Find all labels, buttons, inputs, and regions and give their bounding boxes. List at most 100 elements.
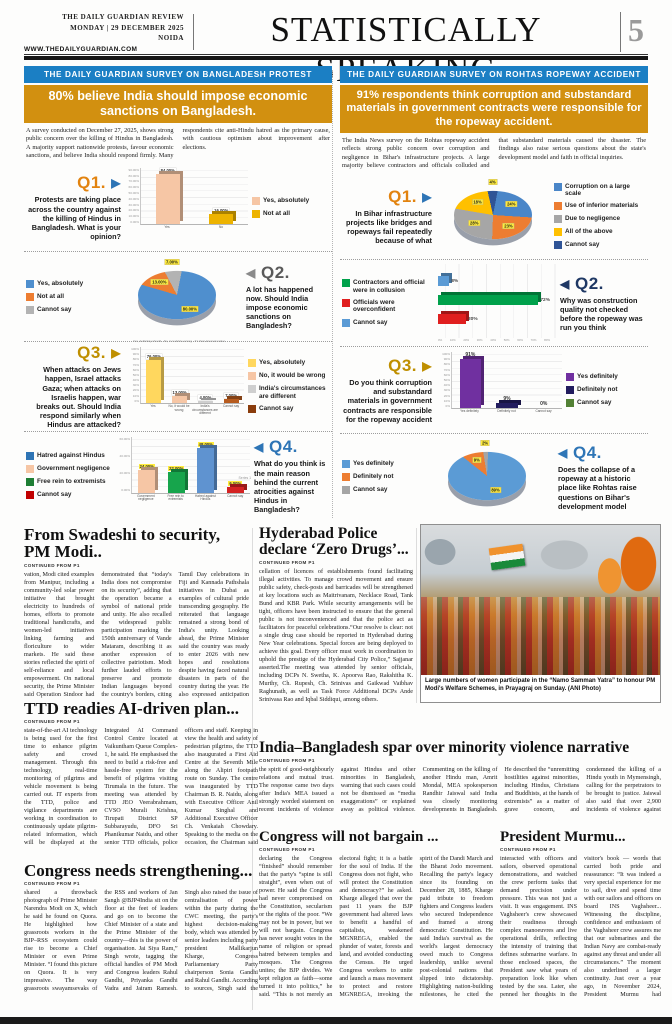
axis-tick: 90% — [132, 352, 139, 357]
legend-swatch — [26, 478, 34, 487]
legend-item: Definitely not — [566, 386, 646, 394]
legend-swatch — [26, 465, 34, 474]
chart-legend: Contractors and official were in collusi… — [340, 262, 430, 344]
legend-item: India's circumstances are different — [248, 385, 330, 400]
bar-column: 84.00% — [141, 167, 195, 224]
question-block-q4: Hatred against Hindus Government negligen… — [24, 430, 332, 521]
legend-label: Not at all — [263, 209, 290, 217]
legend-label: Corruption on a large scale — [565, 182, 630, 197]
chart-bar-protest-opinion: 90.00% 80.00% 70.00% 60.00% 50.00% 40.00% 30.0… — [123, 165, 250, 250]
axis-tick: 60% — [517, 338, 523, 342]
bar-column: 48.00% — [191, 437, 221, 493]
legend-swatch — [342, 318, 350, 327]
plot-area: 76.00% 13.00% 4.00% 7.00% — [140, 346, 244, 404]
legend-item: Government negligence — [26, 465, 112, 474]
legend-swatch — [566, 386, 574, 394]
chart-legend: Corruption on a large scale Use of inferi… — [552, 175, 648, 257]
continued-label: CONTINUED FROM P1 — [259, 847, 315, 853]
axis-tick: 70% — [443, 367, 450, 372]
value-label: 48.00% — [197, 441, 214, 447]
y-axis: 90.00% 80.00% 70.00% 60.00% 50.00% 40.00% 30.0… — [125, 168, 140, 224]
x-labels: Yes No — [140, 225, 248, 230]
hbar-row: 8% — [438, 276, 550, 286]
question-q3: Q3. ▶ Do you think corruption and substa… — [343, 356, 432, 424]
arrow-left-icon: ◀ — [254, 440, 264, 455]
legend-label: Not at all — [37, 292, 64, 300]
survey-intro: The India News survey on the Rohtas rope… — [342, 137, 646, 169]
value-label: 89% — [490, 487, 501, 493]
chart-legend: Yes, absolutely Not at all Cannot say — [24, 254, 110, 339]
x-label: Cannot say — [222, 403, 240, 408]
question-label: Q3. ▶ — [77, 343, 121, 363]
legend-item: All of the above — [554, 228, 646, 237]
plot-wrap: 24.00% 22.00% 48.00% 6.00% Government neglig… — [131, 436, 250, 519]
bar-column: 7.00% — [218, 347, 244, 403]
legend-item: Cannot say — [26, 491, 112, 500]
article-body: the spirit of good-neighbourly relations… — [259, 766, 661, 813]
value-label: 4.00% — [198, 394, 213, 400]
axis-tick: 50.00% — [128, 190, 140, 195]
axis-tick: 30.00% — [128, 202, 140, 207]
question-q4: ◀ Q4. Does the collapse of a ropeway at … — [556, 436, 648, 518]
indian-flag — [488, 543, 526, 571]
article-pm-modi: From Swadeshi to security, PM Modi.. CON… — [24, 526, 249, 698]
x-label: Yes — [150, 403, 156, 408]
legend-item: Yes, absolutely — [248, 359, 330, 368]
legend-label: Cannot say — [37, 305, 72, 313]
legend-swatch — [26, 491, 34, 500]
bar-column: 24.00% — [132, 437, 162, 493]
axis-tick: 60% — [132, 367, 139, 372]
legend-swatch — [342, 473, 350, 481]
bar — [496, 402, 518, 408]
pie-footnote: Yes, definitely should · No, it could be… — [132, 338, 225, 343]
survey-header: THE DAILY GUARDIAN SURVEY ON BANGLADESH … — [24, 66, 332, 83]
legend-label: Cannot say — [37, 491, 72, 499]
plot-wrap: 84.00% 16.00% Yes No — [140, 167, 248, 250]
plot-area: 24.00% 22.00% 48.00% 6.00% — [131, 436, 250, 494]
arrow-left-icon: ◀ — [558, 446, 568, 461]
axis-tick: 40.00% — [128, 196, 140, 201]
legend-item: Cannot say — [26, 305, 108, 314]
hbar-plot: 8% 72% 20% 0% 10% 20% 30% 40% 50% 60% 70% 80% — [432, 264, 556, 342]
axis-tick: 100% — [131, 346, 139, 351]
question-label: Q1. ▶ — [388, 186, 432, 206]
legend-item: Contractors and official were in collusi… — [342, 279, 428, 294]
question-q3: Q3. ▶ When attacks on Jews happen, Israe… — [24, 343, 123, 429]
legend-item: Cannot say — [554, 241, 646, 250]
value-label: 72% — [540, 297, 550, 303]
value-label: 23% — [503, 223, 514, 229]
axis-tick: 10.00% — [128, 214, 140, 219]
x-axis: 0% 10% 20% 30% 40% 50% 60% 70% 80% — [438, 338, 550, 342]
photo-frame: Large numbers of women participate in th… — [420, 524, 661, 703]
axis-tick: 40% — [132, 378, 139, 383]
axis-tick: 10% — [449, 338, 456, 342]
chart-bar-respond-similarly: 100% 90% 80% 70% 60% 50% 40% 30% 20% 10% 0% 76.00% 1… — [123, 344, 246, 429]
legend-item: Not at all — [252, 209, 330, 218]
axis-tick: 80% — [544, 338, 550, 342]
legend-label: Contractors and official were in collusi… — [353, 279, 425, 294]
value-label: 16.00% — [213, 207, 230, 213]
bar — [155, 173, 180, 224]
value-label: 7.00% — [224, 393, 239, 399]
legend-item: Not at all — [26, 292, 108, 301]
legend-label: Officials were overconfident — [353, 299, 396, 314]
y-axis: 100% 90% 80% 70% 60% 50% 40% 30% 20% 10% 0% — [125, 347, 140, 403]
axis-tick: 20% — [463, 338, 470, 342]
chart-pie-development-model: 9% 2% 89% — [418, 436, 556, 520]
legend-swatch — [566, 399, 574, 407]
article-ttd: TTD readies AI-driven plan... CONTINUED … — [24, 700, 258, 860]
x-label: Cannot say — [227, 493, 244, 498]
chart-bar-corruption-responsible: 100% 90% 80% 70% 60% 50% 40% 30% 20% 10% 0% 91% 9% 0%… — [434, 349, 564, 431]
legend-item: Free rein to extremists — [26, 478, 112, 487]
question-block-q2: Contractors and official were in collusi… — [340, 259, 648, 346]
value-label: 7.00% — [164, 259, 179, 265]
legend-swatch — [554, 241, 562, 250]
axis-tick: 50% — [132, 372, 139, 377]
chart-legend: Yes definitely Definitely not Cannot say — [340, 436, 418, 518]
crowd-texture — [421, 597, 660, 675]
chart-legend: Hatred against Hindus Government negligen… — [24, 434, 114, 519]
legend-item: Yes, absolutely — [252, 196, 330, 205]
bar — [197, 400, 213, 403]
axis-tick: 50% — [443, 377, 450, 382]
axis-tick: 60.00% — [128, 185, 140, 190]
